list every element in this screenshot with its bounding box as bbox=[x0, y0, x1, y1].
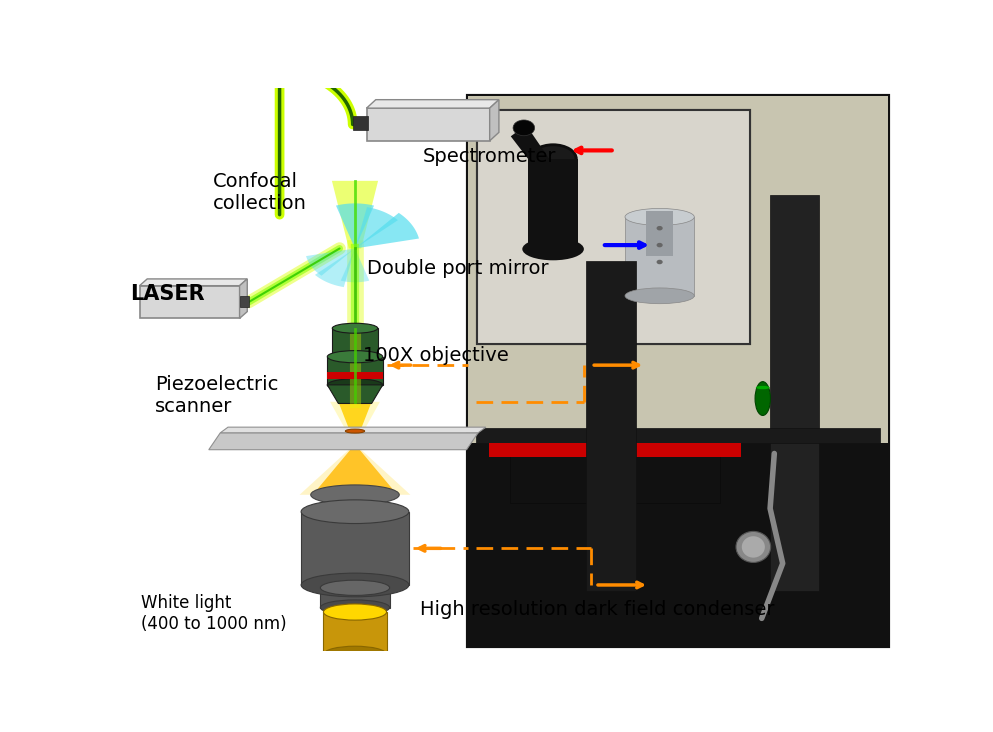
Bar bbox=[625, 217, 694, 296]
Text: Spectrometer: Spectrometer bbox=[423, 147, 556, 166]
Bar bbox=[353, 116, 368, 130]
Ellipse shape bbox=[333, 354, 377, 365]
Ellipse shape bbox=[755, 381, 771, 416]
Polygon shape bbox=[366, 100, 498, 108]
Polygon shape bbox=[139, 279, 247, 285]
Bar bbox=[468, 97, 888, 646]
Text: Confocal
collection: Confocal collection bbox=[213, 171, 307, 212]
Ellipse shape bbox=[328, 378, 382, 391]
Polygon shape bbox=[313, 449, 397, 495]
Ellipse shape bbox=[756, 386, 770, 389]
Polygon shape bbox=[355, 213, 419, 248]
Bar bbox=[468, 343, 888, 443]
Ellipse shape bbox=[301, 500, 409, 523]
Polygon shape bbox=[239, 279, 247, 318]
Bar bbox=[239, 296, 249, 307]
Ellipse shape bbox=[522, 238, 584, 261]
Ellipse shape bbox=[328, 351, 382, 363]
Bar bbox=[645, 212, 673, 256]
Text: High resolution dark field condenser: High resolution dark field condenser bbox=[420, 600, 775, 619]
Ellipse shape bbox=[328, 652, 382, 673]
Bar bbox=[468, 443, 888, 646]
Ellipse shape bbox=[324, 604, 386, 620]
Polygon shape bbox=[336, 203, 374, 248]
Ellipse shape bbox=[736, 531, 771, 562]
Text: White light
(400 to 1000 nm): White light (400 to 1000 nm) bbox=[141, 594, 287, 632]
Ellipse shape bbox=[311, 485, 399, 504]
Bar bbox=[490, 443, 741, 457]
Ellipse shape bbox=[321, 580, 389, 595]
Ellipse shape bbox=[531, 146, 575, 171]
Bar bbox=[750, 97, 888, 646]
Bar bbox=[528, 159, 578, 249]
Polygon shape bbox=[490, 100, 498, 141]
Bar bbox=[476, 428, 880, 443]
Polygon shape bbox=[306, 248, 355, 276]
Bar bbox=[328, 373, 382, 379]
Polygon shape bbox=[328, 385, 382, 403]
Ellipse shape bbox=[656, 243, 662, 247]
Text: 100X objective: 100X objective bbox=[362, 346, 508, 365]
Polygon shape bbox=[209, 433, 479, 449]
Polygon shape bbox=[220, 427, 486, 433]
Bar bbox=[477, 111, 750, 344]
Ellipse shape bbox=[321, 600, 389, 615]
Bar bbox=[586, 261, 636, 591]
Polygon shape bbox=[330, 402, 380, 438]
Bar bbox=[333, 328, 377, 359]
Bar bbox=[328, 356, 382, 385]
Ellipse shape bbox=[656, 260, 662, 264]
Bar bbox=[468, 97, 888, 343]
Bar bbox=[321, 588, 389, 608]
Ellipse shape bbox=[513, 120, 534, 135]
Polygon shape bbox=[332, 181, 378, 248]
Ellipse shape bbox=[346, 429, 364, 433]
Bar bbox=[771, 195, 818, 591]
Polygon shape bbox=[339, 402, 371, 438]
Ellipse shape bbox=[324, 646, 386, 662]
Text: Double port mirror: Double port mirror bbox=[366, 258, 548, 277]
Bar bbox=[324, 612, 386, 654]
Text: Piezoelectric
scanner: Piezoelectric scanner bbox=[155, 375, 278, 416]
Bar bbox=[477, 111, 750, 344]
Ellipse shape bbox=[333, 324, 377, 333]
Polygon shape bbox=[341, 248, 369, 283]
Bar bbox=[139, 285, 239, 318]
Ellipse shape bbox=[656, 226, 662, 231]
Ellipse shape bbox=[528, 143, 578, 174]
Polygon shape bbox=[510, 125, 557, 182]
Bar bbox=[510, 438, 720, 503]
Ellipse shape bbox=[625, 209, 694, 225]
Polygon shape bbox=[355, 207, 398, 248]
Text: LASER: LASER bbox=[130, 283, 205, 304]
Ellipse shape bbox=[625, 288, 694, 304]
Bar bbox=[366, 108, 490, 141]
Bar bbox=[301, 512, 409, 585]
Polygon shape bbox=[315, 248, 355, 287]
Ellipse shape bbox=[742, 537, 765, 558]
Polygon shape bbox=[300, 449, 410, 495]
Ellipse shape bbox=[301, 573, 409, 597]
